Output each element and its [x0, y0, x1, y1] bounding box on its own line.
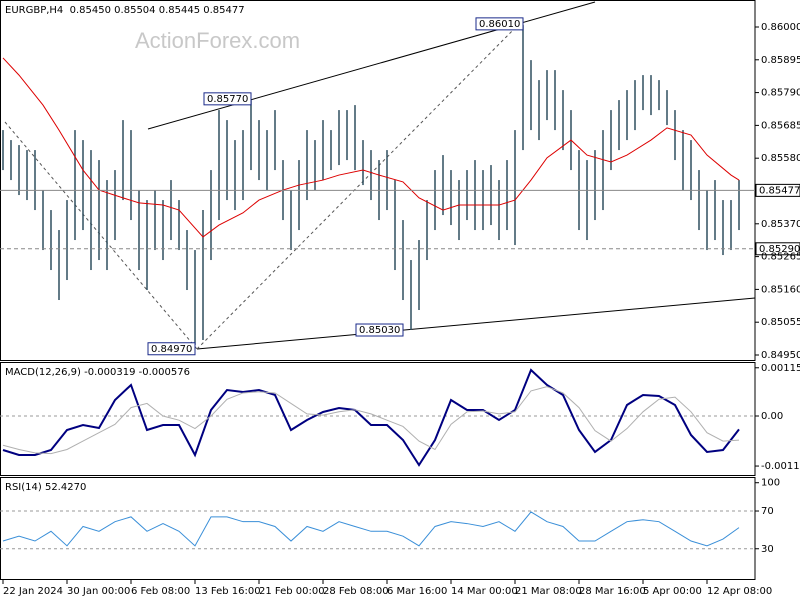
- x-tick-label: 21 Feb 00:00: [259, 586, 325, 597]
- y-tick-label: 70: [761, 506, 774, 517]
- x-tick-label: 13 Feb 16:00: [195, 586, 261, 597]
- x-tick-label: 6 Feb 08:00: [131, 586, 190, 597]
- y-tick-label: 0.00: [761, 411, 783, 422]
- annotation-label: 0.84970: [151, 344, 192, 355]
- annotation-label: 0.85770: [207, 94, 248, 105]
- x-tick-label: 22 Jan 2024: [3, 586, 63, 597]
- y-tick-label: 0.001152: [761, 363, 800, 374]
- indicator-line: [2, 511, 740, 547]
- y-tick-label: 0.85265: [761, 252, 800, 263]
- y-tick-label: 100: [761, 478, 780, 489]
- y-tick-label: 0.85160: [761, 284, 800, 295]
- x-tick-label: 28 Feb 08:00: [323, 586, 389, 597]
- level-label-box: [755, 242, 800, 256]
- moving-average: [2, 57, 740, 238]
- x-tick-label: 21 Mar 08:00: [515, 586, 582, 597]
- x-tick-label: 5 Apr 00:00: [643, 586, 702, 597]
- panel: [0, 477, 756, 580]
- y-tick-label: 0.85685: [761, 120, 800, 131]
- y-tick-label: 0.84950: [761, 350, 800, 361]
- trend-line: [147, 1, 596, 130]
- y-tick-label: 0.85895: [761, 55, 800, 66]
- x-tick-label: 14 Mar 00:00: [451, 586, 518, 597]
- x-tick-label: 30 Jan 00:00: [67, 586, 130, 597]
- annotation-box: [355, 323, 404, 337]
- level-label: 0.85290: [759, 244, 800, 255]
- indicator-line: [2, 386, 740, 455]
- y-tick-label: 0.85790: [761, 88, 800, 99]
- panel-title: MACD(12,26,9) -0.000319 -0.000576: [5, 367, 190, 378]
- y-tick-label: -0.001196: [761, 461, 800, 472]
- annotation-label: 0.86010: [479, 19, 520, 30]
- trend-line: [196, 297, 756, 350]
- level-label-box: [755, 183, 800, 197]
- panel-title: EURGBP,H4 0.85450 0.85504 0.85445 0.8547…: [5, 5, 245, 16]
- fib-line: [4, 121, 198, 350]
- y-tick-label: 0.86000: [761, 22, 800, 33]
- level-label: 0.85477: [759, 185, 800, 196]
- annotation-box: [475, 17, 524, 31]
- annotation-box: [203, 92, 252, 106]
- panel: [0, 0, 756, 361]
- y-tick-label: 30: [761, 544, 774, 555]
- y-tick-label: 0.85580: [761, 153, 800, 164]
- y-tick-label: 0.85370: [761, 219, 800, 230]
- y-tick-label: 0.85055: [761, 317, 800, 328]
- annotation-box: [147, 342, 196, 356]
- panel-title: RSI(14) 52.4270: [5, 482, 86, 493]
- x-tick-label: 28 Mar 16:00: [579, 586, 646, 597]
- annotation-label: 0.85030: [359, 325, 400, 336]
- fib-line: [196, 21, 522, 350]
- indicator-line: [2, 368, 740, 467]
- x-tick-label: 12 Apr 08:00: [707, 586, 772, 597]
- x-tick-label: 6 Mar 16:00: [387, 586, 447, 597]
- watermark: ActionForex.com: [135, 28, 300, 53]
- panel: [0, 362, 756, 476]
